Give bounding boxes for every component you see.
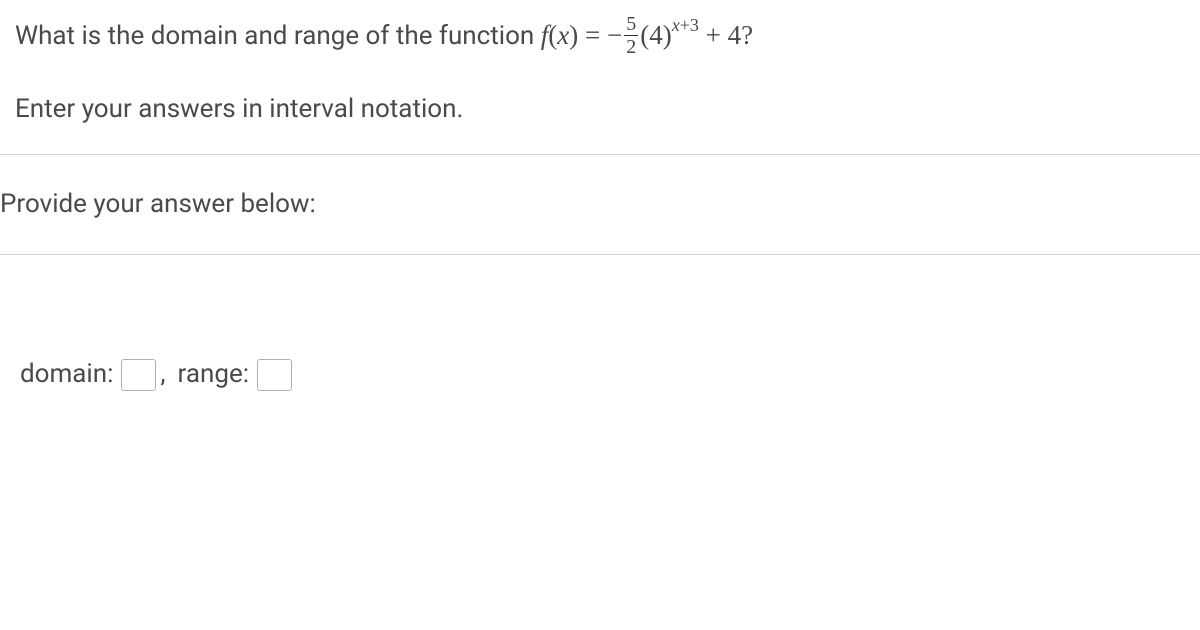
math-minus: − [607, 20, 622, 50]
range-input[interactable] [257, 359, 292, 391]
math-exponent: x+3 [672, 15, 699, 35]
math-fraction: 52 [624, 13, 638, 58]
answer-prompt: Provide your answer below: [0, 155, 1200, 254]
math-function-notation: f(x) = −52(4)x+3 + 4? [541, 20, 753, 50]
math-exp-plus3: +3 [680, 15, 699, 35]
math-base: (4) [640, 20, 671, 50]
math-exp-x: x [672, 15, 680, 35]
question-text: What is the domain and range of the func… [15, 15, 1185, 60]
fraction-numerator: 5 [624, 13, 638, 36]
instruction-text: Enter your answers in interval notation. [15, 90, 1185, 129]
domain-input[interactable] [121, 359, 156, 391]
domain-label: domain: [20, 355, 113, 394]
math-tail: + 4? [699, 20, 753, 50]
math-paren-close: ) = [569, 20, 607, 50]
fraction-denominator: 2 [624, 36, 638, 58]
question-section: What is the domain and range of the func… [0, 0, 1200, 154]
answer-section: domain: , range: [0, 255, 1200, 414]
math-paren-x: ( [548, 20, 557, 50]
separator: , [160, 355, 165, 394]
math-x: x [557, 20, 569, 50]
range-label: range: [178, 355, 250, 394]
question-prefix: What is the domain and range of the func… [15, 21, 541, 51]
question-container: What is the domain and range of the func… [0, 0, 1200, 414]
